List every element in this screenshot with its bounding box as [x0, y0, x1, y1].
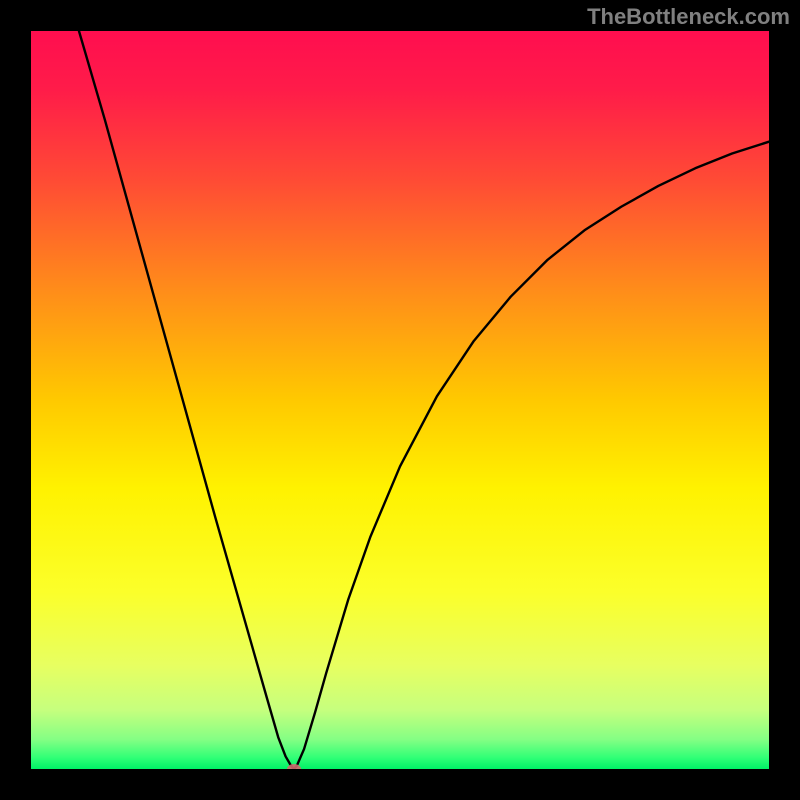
chart-frame: TheBottleneck.com: [0, 0, 800, 800]
watermark-text: TheBottleneck.com: [587, 4, 790, 30]
bottleneck-curve: [31, 31, 769, 769]
plot-area: [31, 31, 769, 769]
minimum-marker: [287, 764, 301, 769]
